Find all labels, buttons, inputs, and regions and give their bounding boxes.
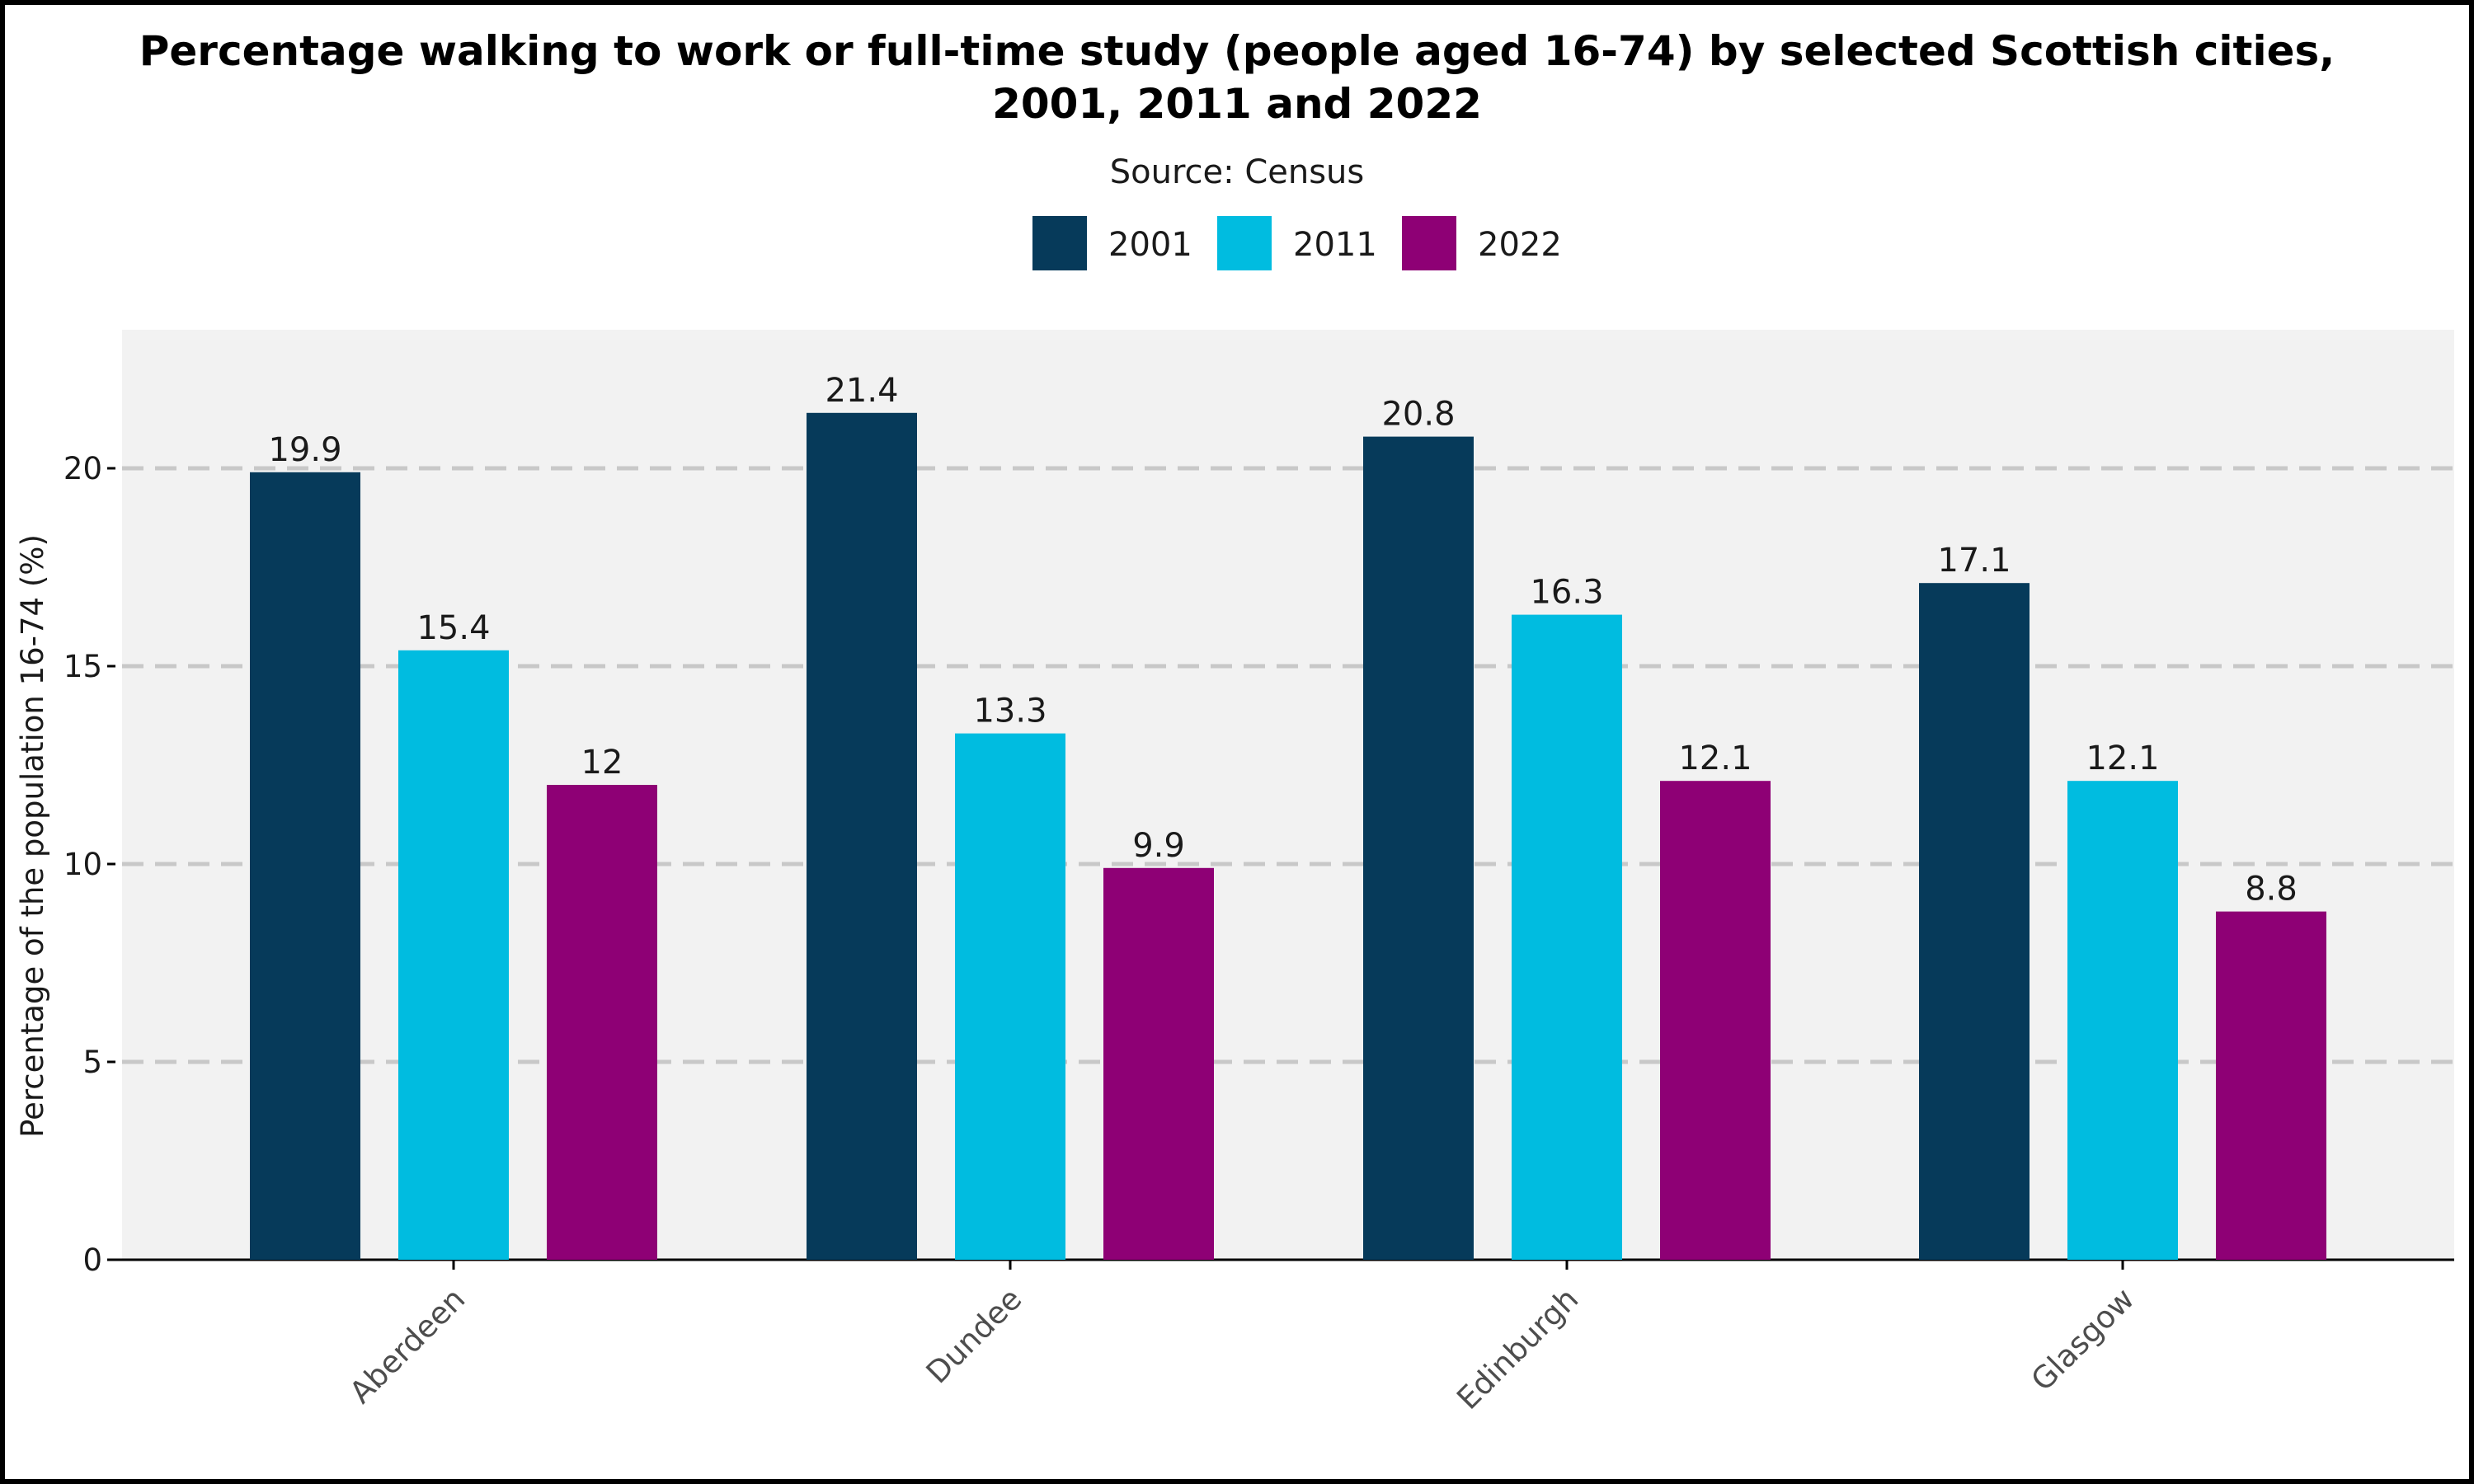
plot-panel — [122, 330, 2454, 1260]
bar-edinburgh-2011 — [1512, 614, 1622, 1260]
x-tick-label-glasgow: Glasgow — [2025, 1281, 2142, 1398]
y-axis-title: Percentage of the population 16-74 (%) — [15, 534, 50, 1138]
data-label-glasgow-2001: 17.1 — [1937, 542, 2011, 580]
data-label-aberdeen-2022: 12 — [581, 744, 623, 782]
chart-title-line-2: 2001, 2011 and 2022 — [992, 80, 1482, 128]
legend-label-2022: 2022 — [1478, 226, 1562, 264]
data-label-edinburgh-2011: 16.3 — [1530, 574, 1603, 612]
bar-dundee-2011 — [955, 733, 1065, 1260]
data-label-edinburgh-2022: 12.1 — [1678, 740, 1752, 777]
y-tick-label-15: 15 — [63, 649, 102, 684]
y-tick-label-0: 0 — [82, 1242, 102, 1278]
x-tick-label-dundee: Dundee — [920, 1281, 1029, 1391]
bar-aberdeen-2011 — [398, 650, 509, 1260]
bar-dundee-2022 — [1103, 867, 1214, 1260]
data-label-edinburgh-2001: 20.8 — [1381, 396, 1455, 434]
data-label-aberdeen-2011: 15.4 — [416, 609, 490, 647]
x-tick-label-edinburgh: Edinburgh — [1450, 1281, 1585, 1416]
legend-swatch-2001 — [1032, 216, 1087, 270]
bar-glasgow-2011 — [2067, 781, 2178, 1260]
bar-glasgow-2022 — [2216, 911, 2326, 1260]
legend-swatch-2011 — [1217, 216, 1272, 270]
data-label-aberdeen-2001: 19.9 — [268, 431, 341, 469]
data-label-dundee-2001: 21.4 — [825, 372, 898, 410]
x-tick-label-aberdeen: Aberdeen — [343, 1281, 473, 1411]
legend-label-2011: 2011 — [1293, 226, 1377, 264]
data-label-glasgow-2022: 8.8 — [2245, 871, 2298, 909]
chart-subtitle: Source: Census — [1109, 153, 1365, 191]
legend-swatch-2022 — [1402, 216, 1456, 270]
y-tick-label-5: 5 — [82, 1045, 102, 1080]
data-label-dundee-2011: 13.3 — [973, 693, 1047, 730]
bar-dundee-2001 — [807, 412, 917, 1260]
bar-aberdeen-2022 — [547, 785, 657, 1260]
bar-edinburgh-2001 — [1363, 436, 1474, 1260]
bar-aberdeen-2001 — [250, 472, 360, 1260]
y-tick-label-20: 20 — [63, 451, 102, 486]
chart-title-line-1: Percentage walking to work or full-time … — [139, 27, 2335, 75]
chart-title: Percentage walking to work or full-time … — [0, 25, 2474, 130]
y-tick-label-10: 10 — [63, 847, 102, 882]
data-label-glasgow-2011: 12.1 — [2086, 740, 2159, 777]
bar-glasgow-2001 — [1919, 583, 2030, 1260]
legend-label-2001: 2001 — [1108, 226, 1192, 264]
data-label-dundee-2022: 9.9 — [1132, 827, 1185, 865]
bar-edinburgh-2022 — [1660, 781, 1771, 1260]
